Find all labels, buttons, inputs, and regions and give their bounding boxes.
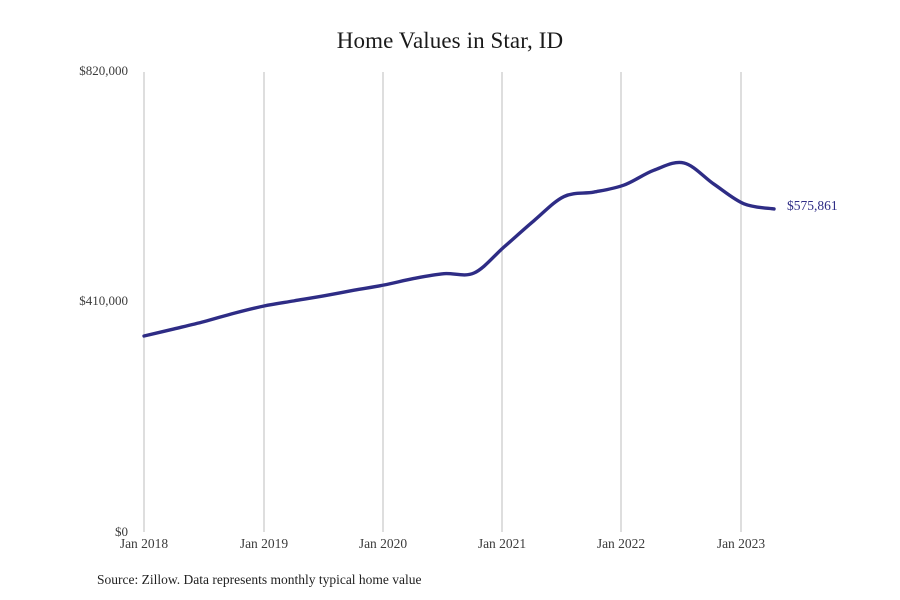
chart-title: Home Values in Star, ID bbox=[336, 28, 564, 53]
source-note: Source: Zillow. Data represents monthly … bbox=[97, 572, 422, 587]
endpoint-value-label: $575,861 bbox=[787, 197, 838, 213]
x-axis-tick-label-0: Jan 2018 bbox=[119, 536, 169, 551]
home-value-line-series bbox=[142, 160, 776, 338]
x-axis-tick-label-1: Jan 2019 bbox=[239, 536, 289, 551]
x-axis-tick-label-4: Jan 2022 bbox=[596, 536, 646, 551]
y-axis-tick-label-mid: $410,000 bbox=[79, 293, 128, 308]
x-axis-tick-label-5: Jan 2023 bbox=[716, 536, 766, 551]
x-axis-tick-label-3: Jan 2021 bbox=[477, 536, 527, 551]
y-axis-tick-label-max: $820,000 bbox=[79, 63, 128, 78]
y-axis-tick-label-zero: $0 bbox=[115, 524, 128, 539]
x-axis-tick-label-2: Jan 2020 bbox=[358, 536, 408, 551]
vertical-gridlines bbox=[143, 72, 742, 532]
